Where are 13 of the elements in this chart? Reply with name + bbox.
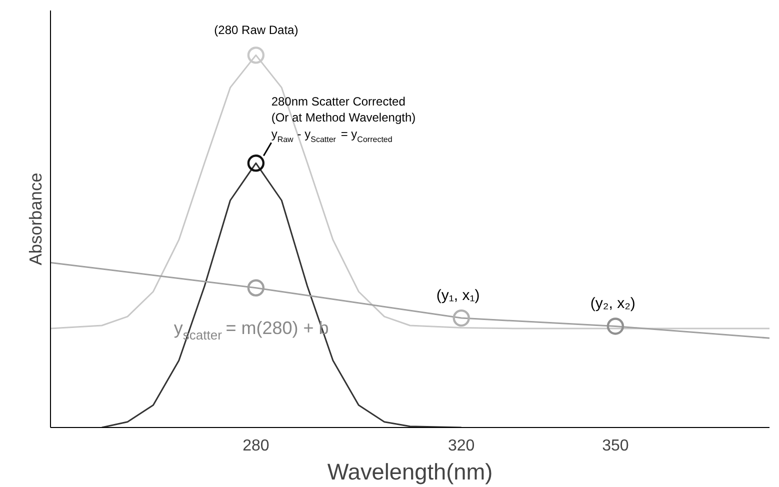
x-tick-label: 320 — [448, 438, 475, 454]
annotation: (y₂, x₂) — [590, 295, 636, 312]
x-tick-label: 350 — [602, 438, 629, 454]
point — [247, 279, 265, 296]
point — [247, 154, 265, 172]
annotation: (280 Raw Data) — [214, 23, 298, 38]
point — [247, 46, 265, 64]
x-tick-label: 280 — [242, 438, 270, 454]
x-axis-title: Wavelength(nm) — [327, 458, 493, 484]
point — [452, 309, 470, 327]
annotation: (y₁, x₁) — [436, 287, 480, 304]
y-axis-title: Absorbance — [26, 172, 46, 266]
point — [606, 318, 624, 335]
